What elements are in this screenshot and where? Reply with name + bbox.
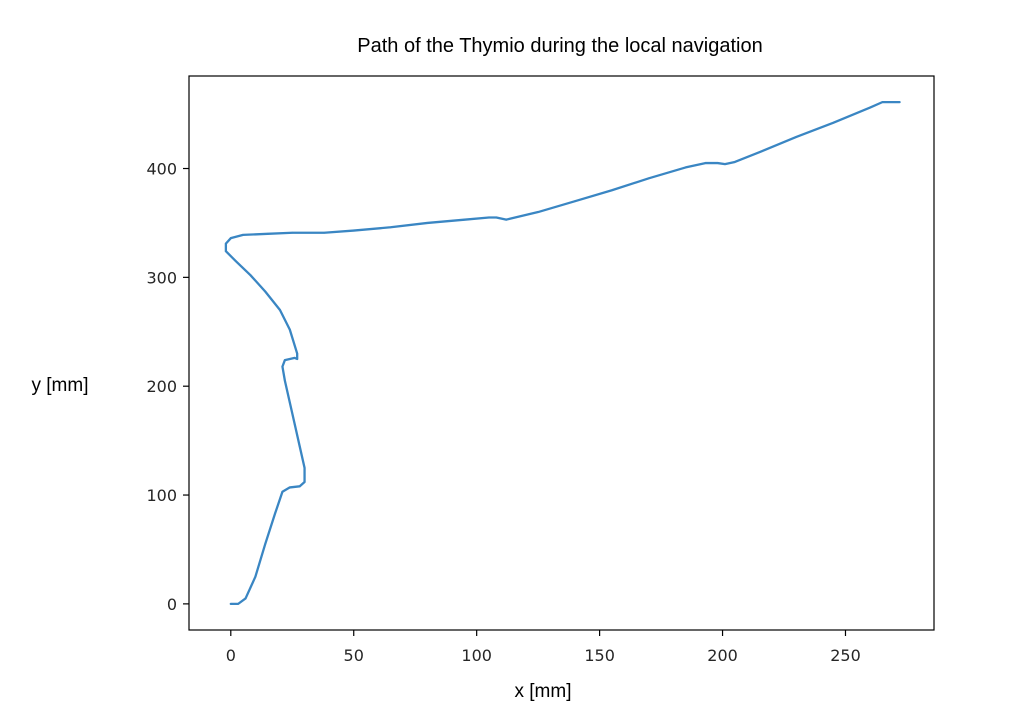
- x-axis-label: x [mm]: [515, 681, 572, 702]
- path-point: [898, 101, 901, 104]
- path-point: [288, 358, 291, 360]
- path-point: [832, 121, 835, 124]
- y-tick-label: 200: [146, 377, 177, 396]
- path-point: [724, 163, 726, 166]
- path-point: [303, 466, 306, 469]
- y-tick-label: 300: [146, 268, 177, 287]
- x-tick-label: 200: [707, 646, 738, 665]
- path-point: [283, 359, 286, 361]
- path-point: [505, 218, 508, 221]
- path-point: [704, 162, 707, 164]
- y-axis-label: y [mm]: [32, 375, 89, 396]
- path-point: [647, 177, 650, 180]
- path-point: [293, 423, 296, 426]
- path-point: [242, 234, 244, 236]
- path-point: [224, 242, 227, 245]
- path-point: [279, 309, 281, 311]
- x-tick-label: 150: [584, 646, 615, 665]
- path-point: [298, 445, 301, 447]
- path-point: [274, 512, 276, 515]
- path-point: [234, 260, 237, 262]
- path-point: [426, 222, 429, 224]
- path-point: [288, 328, 291, 331]
- path-point: [296, 358, 299, 360]
- chart-title: Path of the Thymio during the local navi…: [357, 35, 762, 57]
- path-point: [537, 211, 540, 213]
- path-point: [893, 101, 896, 104]
- path-point: [264, 290, 267, 293]
- x-tick-label: 250: [830, 646, 861, 665]
- path-point: [574, 200, 576, 203]
- path-point: [244, 597, 247, 600]
- path-point: [389, 226, 392, 229]
- x-tick-label: 100: [461, 646, 492, 665]
- path-point: [264, 543, 267, 545]
- path-point: [869, 106, 871, 109]
- path-point: [881, 101, 884, 104]
- thymio-path-points: [224, 101, 901, 605]
- path-point: [291, 231, 294, 234]
- path-point: [224, 250, 227, 253]
- path-point: [293, 357, 296, 359]
- path-point: [495, 216, 498, 219]
- path-point: [716, 162, 719, 164]
- path-point: [303, 481, 306, 483]
- y-tick-label: 100: [146, 486, 177, 505]
- path-point: [323, 231, 326, 234]
- path-point: [611, 189, 613, 192]
- path-point: [229, 237, 232, 240]
- path-point: [733, 161, 736, 163]
- y-tick-label: 400: [146, 160, 177, 179]
- y-axis: 0 100 200 300 400: [146, 160, 189, 614]
- path-point: [463, 218, 466, 221]
- path-point: [281, 365, 284, 368]
- x-tick-label: 50: [344, 646, 364, 665]
- path-point: [352, 229, 355, 232]
- path-point: [254, 575, 257, 578]
- path-point: [281, 490, 284, 493]
- y-tick-label: 0: [167, 595, 177, 614]
- path-point: [758, 151, 761, 154]
- path-point: [296, 352, 299, 355]
- path-point: [684, 166, 687, 169]
- path-point: [266, 232, 269, 235]
- path-point: [488, 216, 490, 219]
- path-point: [283, 379, 286, 382]
- path-point: [288, 401, 291, 404]
- thymio-path-line: [224, 100, 901, 606]
- plot-area: [188, 75, 935, 631]
- path-point: [298, 485, 301, 488]
- path-point: [229, 602, 232, 605]
- x-axis: 0 50 100 150 200 250: [226, 630, 861, 665]
- path-point: [795, 136, 798, 138]
- x-tick-label: 0: [226, 646, 236, 665]
- path-point: [249, 274, 252, 277]
- path-point: [288, 486, 291, 489]
- path-point: [237, 602, 240, 605]
